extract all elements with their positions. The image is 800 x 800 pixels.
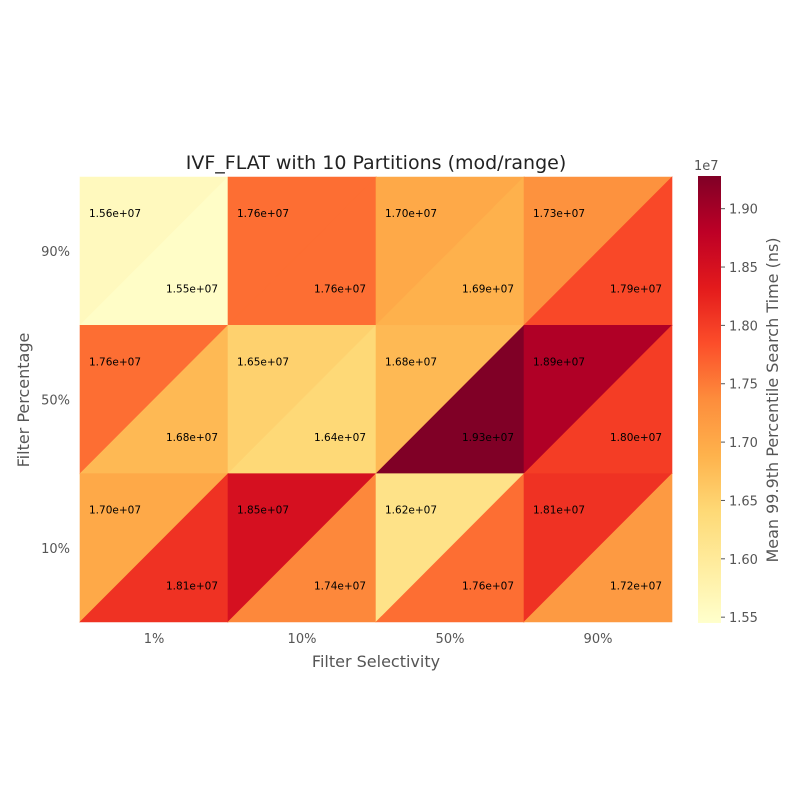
- colorbar-multiplier: 1e7: [694, 159, 719, 174]
- cell-value-label-upper: 1.68e+07: [385, 356, 437, 368]
- heatmap-cells: 1.56e+07 1.55e+07 1.76e+07 1.76e+07 1.70e+07…: [79, 176, 673, 623]
- colorbar-tick-label: 1.60: [729, 553, 758, 568]
- cell-value-label-lower: 1.68e+07: [166, 432, 218, 444]
- cell-value-label-upper: 1.76e+07: [237, 208, 289, 220]
- cell-value-label-lower: 1.72e+07: [610, 580, 662, 592]
- y-tick-label: 50%: [41, 394, 70, 409]
- cell-value-label-lower: 1.80e+07: [610, 432, 662, 444]
- cell-value-label-upper: 1.76e+07: [89, 356, 141, 368]
- cell-value-label-upper: 1.56e+07: [89, 208, 141, 220]
- y-tick-label: 90%: [41, 245, 70, 260]
- colorbar-tick-label: 1.85: [729, 261, 758, 276]
- cell-value-label-upper: 1.73e+07: [533, 208, 585, 220]
- cell-value-label-upper: 1.70e+07: [89, 505, 141, 517]
- colorbar-tick-label: 1.65: [729, 494, 758, 509]
- cell-value-label-lower: 1.76e+07: [462, 580, 514, 592]
- cell-value-label-upper: 1.70e+07: [385, 208, 437, 220]
- y-axis-ticks: 90% 50% 10%: [41, 245, 70, 557]
- cell-value-label-lower: 1.79e+07: [610, 284, 662, 296]
- cell-value-label-upper: 1.65e+07: [237, 356, 289, 368]
- cell-value-label-lower: 1.55e+07: [166, 284, 218, 296]
- colorbar: [698, 176, 721, 623]
- cell-value-label-upper: 1.62e+07: [385, 505, 437, 517]
- colorbar-tick-label: 1.90: [729, 203, 758, 218]
- colorbar-tick-label: 1.75: [729, 378, 758, 393]
- x-tick-label: 50%: [436, 632, 465, 647]
- x-tick-label: 90%: [584, 632, 613, 647]
- colorbar-tick-label: 1.80: [729, 319, 758, 334]
- colorbar-tick-label: 1.55: [729, 611, 758, 626]
- cell-value-label-lower: 1.69e+07: [462, 284, 514, 296]
- x-axis-label: Filter Selectivity: [312, 652, 440, 671]
- y-axis-label: Filter Percentage: [14, 333, 33, 468]
- chart-title: IVF_FLAT with 10 Partitions (mod/range): [186, 152, 567, 174]
- cell-value-label-lower: 1.81e+07: [166, 580, 218, 592]
- x-tick-label: 10%: [288, 632, 317, 647]
- cell-value-label-lower: 1.74e+07: [314, 580, 366, 592]
- y-tick-label: 10%: [41, 542, 70, 557]
- x-tick-label: 1%: [144, 632, 165, 647]
- colorbar-tick-label: 1.70: [729, 436, 758, 451]
- colorbar-label: Mean 99.9th Percentile Search Time (ns): [763, 237, 782, 562]
- cell-value-label-lower: 1.93e+07: [462, 432, 514, 444]
- cell-value-label-lower: 1.76e+07: [314, 284, 366, 296]
- cell-value-label-upper: 1.85e+07: [237, 505, 289, 517]
- cell-value-label-upper: 1.81e+07: [533, 505, 585, 517]
- cell-value-label-lower: 1.64e+07: [314, 432, 366, 444]
- heatmap-cell-lower-triangle: [523, 472, 673, 623]
- colorbar-ticks: 1.55 1.60 1.65 1.70 1.75 1.80 1.85 1.90: [721, 203, 758, 626]
- cell-value-label-upper: 1.89e+07: [533, 356, 585, 368]
- x-axis-ticks: 1% 10% 50% 90%: [144, 632, 613, 647]
